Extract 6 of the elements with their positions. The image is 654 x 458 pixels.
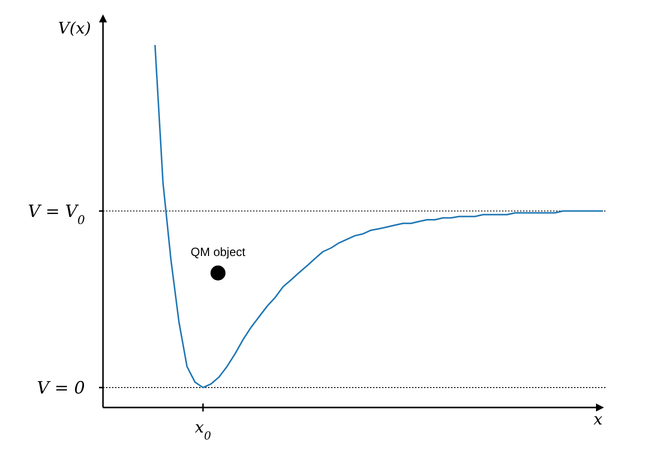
y-axis-title: V(x) [58,18,91,38]
ref-line-label: V = 0 [36,378,86,399]
ref-line-label: V = V$_{0}$ [28,202,86,228]
x-axis-title: x [593,410,603,428]
annotation: QM object [190,245,246,259]
text: x$_{0}$ [194,418,212,442]
